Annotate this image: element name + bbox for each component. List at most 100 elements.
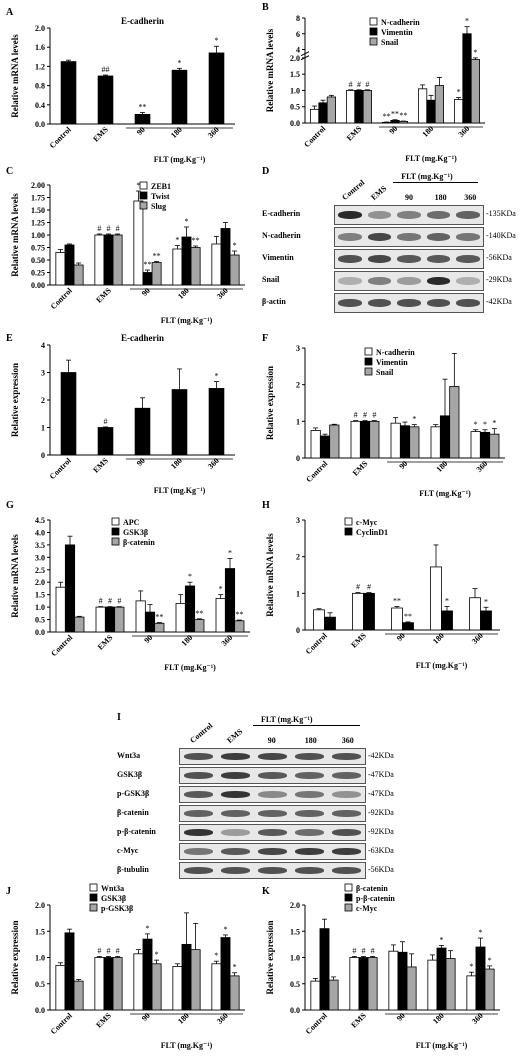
legend-label-f: Snail xyxy=(376,368,394,377)
significance-mark-h: * xyxy=(445,597,449,606)
x-tick-label-a: 90 xyxy=(135,125,147,137)
blot-i-band xyxy=(183,829,214,836)
y-tick-label-g: 2.0 xyxy=(35,578,45,587)
blot-i-band xyxy=(257,791,288,798)
legend-swatch-h xyxy=(344,527,353,536)
western-blot-d: Control EMS 90 180 360 FLT (mg.Kg⁻¹) E-cadheri… xyxy=(262,168,517,333)
significance-mark-k: # xyxy=(352,946,356,955)
blot-i-lane-label: 180 xyxy=(304,736,317,745)
blot-d-lane-label: 360 xyxy=(464,193,477,202)
blot-i-band xyxy=(257,810,288,817)
legend-swatch-g xyxy=(111,527,120,536)
blot-d-band xyxy=(426,298,451,308)
blot-d-band xyxy=(456,210,481,220)
bar-c xyxy=(73,264,84,286)
y-tick-label-e: 0 xyxy=(41,451,45,460)
legend-swatch-c xyxy=(139,201,148,210)
chart-c: 0.00 0.25 0.50 0.75 1.00 1.25 1.50 1.75 2.00 Rela… xyxy=(10,181,245,325)
blot-i-band xyxy=(183,848,214,855)
y-tick-label-b: 6 xyxy=(296,30,300,39)
blot-d-band xyxy=(337,298,362,308)
bar-f xyxy=(430,426,441,459)
bar-b xyxy=(470,59,481,124)
bar-j xyxy=(103,957,114,1011)
bar-a xyxy=(97,75,114,125)
blot-i-band xyxy=(257,753,288,760)
bar-k xyxy=(388,950,399,1011)
x-tick-label-f: Control xyxy=(304,459,330,485)
blot-i-band xyxy=(257,829,288,836)
bar-h xyxy=(324,616,336,631)
y-tick-label-h: 3 xyxy=(296,516,300,525)
blot-i-row-label: Wnt3a xyxy=(117,750,141,760)
bar-j xyxy=(142,938,153,1011)
axis-break-b xyxy=(300,55,310,61)
legend-swatch-g xyxy=(111,537,120,546)
blot-i-size-marker: -56KDa xyxy=(368,864,394,874)
y-tick-label-e: 2 xyxy=(41,396,45,405)
panel-letter-b: B xyxy=(262,2,269,13)
y-tick-label-e: 3 xyxy=(41,369,45,378)
significance-mark-f: # xyxy=(363,411,367,420)
bar-k xyxy=(445,958,456,1011)
blot-i-band xyxy=(331,772,362,779)
x-axis-label-k: FLT (mg.Kg⁻¹) xyxy=(416,1041,468,1050)
y-tick-label-a: 1.2 xyxy=(35,62,45,71)
bar-f xyxy=(449,386,460,459)
x-tick-label-b: 180 xyxy=(421,124,436,139)
significance-mark-c: ** xyxy=(192,236,200,245)
blot-i-band xyxy=(220,867,251,874)
y-tick-label-a: 2.0 xyxy=(35,24,45,33)
bar-j xyxy=(181,943,192,1011)
blot-d-blot-strip xyxy=(334,293,484,313)
bar-h xyxy=(313,609,325,631)
blot-d-band xyxy=(456,232,481,242)
blot-d-row-label: β-actin xyxy=(262,297,286,306)
blot-i-band xyxy=(331,753,362,760)
blot-i-band xyxy=(331,810,362,817)
bar-g xyxy=(64,544,76,633)
legend-swatch-g xyxy=(111,517,120,526)
bar-c xyxy=(94,234,105,286)
legend-label-g: β-catenin xyxy=(123,538,155,547)
bar-g xyxy=(224,568,236,633)
significance-mark-k: # xyxy=(371,946,375,955)
chart-b: 0.0 0.5 1.0 1.5 2.04 6 8 Relative mRNA levels Co… xyxy=(265,14,485,163)
x-axis-label-j: FLT (mg.Kg⁻¹) xyxy=(161,1041,213,1050)
bar-h xyxy=(402,622,414,631)
y-tick-label-a: 0.4 xyxy=(35,101,45,110)
blot-d-band xyxy=(367,254,392,264)
bar-f xyxy=(399,425,411,459)
bar-h xyxy=(363,592,375,631)
bar-f xyxy=(369,420,380,459)
significance-mark-g: ** xyxy=(235,610,243,619)
blot-i-lane-label: 90 xyxy=(267,736,276,745)
x-tick-label-c: 360 xyxy=(215,286,230,301)
significance-mark-j: * xyxy=(146,924,150,933)
y-tick-label-g: 1.0 xyxy=(35,603,45,612)
significance-mark-j: * xyxy=(233,963,237,972)
bar-e xyxy=(171,389,188,456)
y-tick-label-a: 0.0 xyxy=(35,120,45,129)
bar-g xyxy=(144,611,156,633)
panel-letter-h: H xyxy=(262,500,270,511)
bar-c xyxy=(229,254,240,286)
significance-mark-j: * xyxy=(155,950,159,959)
blot-i-band xyxy=(183,753,214,760)
blot-d-band xyxy=(367,210,392,220)
blot-d-band xyxy=(456,276,481,286)
y-tick-label-c: 1.75 xyxy=(31,194,45,203)
blot-i-band xyxy=(331,867,362,874)
bar-k xyxy=(319,928,330,1011)
y-tick-label-f: 1 xyxy=(296,417,300,426)
legend-label-g: APC xyxy=(123,518,140,527)
legend-swatch-f xyxy=(364,357,373,366)
significance-mark-g: # xyxy=(117,597,121,606)
legend-label-k: β-catenin xyxy=(356,884,388,893)
bar-k xyxy=(466,975,477,1011)
y-tick-label-j: 2.0 xyxy=(35,901,45,910)
bar-g xyxy=(114,606,125,633)
significance-mark-b: ** xyxy=(391,110,399,119)
y-tick-label-h: 0 xyxy=(296,626,300,635)
blot-i-band xyxy=(331,791,362,798)
